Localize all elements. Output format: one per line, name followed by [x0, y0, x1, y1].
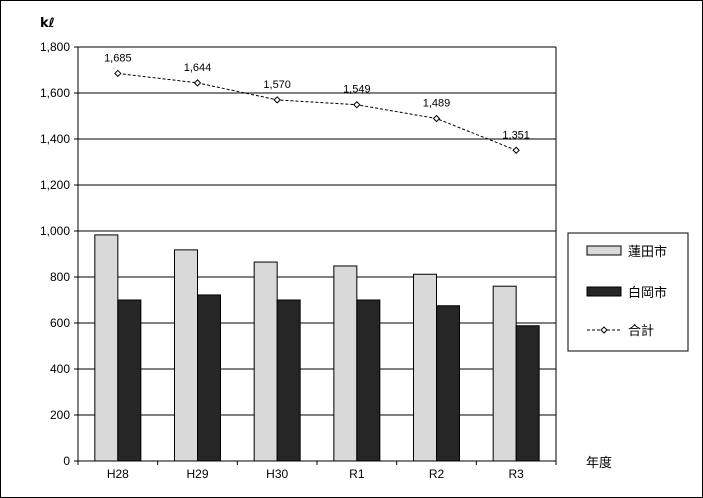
bar-hasuda — [492, 285, 517, 462]
x-axis-label: 年度 — [586, 455, 612, 471]
bar-shiraoka — [436, 305, 460, 462]
total-line — [114, 69, 520, 154]
total-point — [512, 146, 520, 154]
axes — [74, 46, 557, 465]
legend-swatch-shiraoka — [586, 286, 622, 297]
legend-marker-total — [600, 326, 608, 334]
legend-label-total: 合計 — [628, 323, 654, 339]
bar-shiraoka — [276, 299, 301, 462]
bar-hasuda — [253, 261, 278, 462]
y-tick-label: 1,800 — [40, 40, 70, 54]
bar-shiraoka — [197, 294, 221, 462]
total-data-label: 1,685 — [104, 52, 132, 64]
total-data-label: 1,570 — [263, 79, 291, 91]
total-point — [114, 69, 122, 78]
bar-shiraoka — [356, 299, 381, 462]
bar-shiraoka — [515, 325, 540, 462]
total-point — [273, 96, 281, 104]
y-tick-label: 1,600 — [40, 86, 70, 100]
grid-lines — [78, 46, 556, 416]
bar-shiraoka — [117, 299, 142, 462]
x-tick-label: H30 — [266, 467, 288, 481]
bar-hasuda — [333, 265, 358, 462]
bars — [94, 234, 540, 462]
y-tick-label: 200 — [50, 408, 70, 422]
bar-hasuda — [94, 234, 119, 462]
y-tick-label: 1,200 — [40, 178, 70, 192]
legend: 蓮田市 白岡市 合計 — [567, 232, 689, 352]
total-data-label: 1,644 — [184, 62, 212, 74]
total-point — [193, 79, 202, 87]
x-tick-label: R1 — [349, 467, 365, 481]
x-tick-label: H28 — [107, 467, 129, 481]
y-tick-label: 400 — [50, 362, 70, 376]
total-data-label: 1,549 — [343, 84, 371, 96]
total-line-path — [117, 72, 517, 151]
total-data-label: 1,489 — [423, 98, 451, 110]
y-tick-labels: 0 200 400 600 800 1,000 1,200 1,400 1,600 1,800 — [40, 40, 70, 468]
x-tick-label: R3 — [508, 467, 524, 481]
x-tick-label: R2 — [429, 467, 445, 481]
total-data-labels: 1,685 1,644 1,570 1,549 1,489 1,351 — [104, 52, 530, 141]
bar-hasuda — [174, 249, 198, 462]
y-tick-label: 1,000 — [40, 224, 70, 238]
y-tick-label: 1,400 — [40, 132, 70, 146]
legend-swatch-hasuda — [586, 245, 622, 256]
bar-hasuda — [413, 273, 437, 462]
legend-label-shiraoka: 白岡市 — [628, 285, 667, 301]
total-data-label: 1,351 — [502, 129, 530, 141]
y-tick-label: 600 — [50, 316, 70, 330]
total-point — [432, 114, 441, 123]
y-tick-label: 0 — [63, 454, 70, 468]
total-point — [353, 101, 361, 109]
x-tick-labels: H28 H29 H30 R1 R2 R3 — [107, 467, 524, 481]
y-tick-label: 800 — [50, 270, 70, 284]
y-axis-unit: kℓ — [40, 16, 55, 31]
x-tick-label: H29 — [186, 467, 208, 481]
legend-label-hasuda: 蓮田市 — [628, 244, 667, 260]
